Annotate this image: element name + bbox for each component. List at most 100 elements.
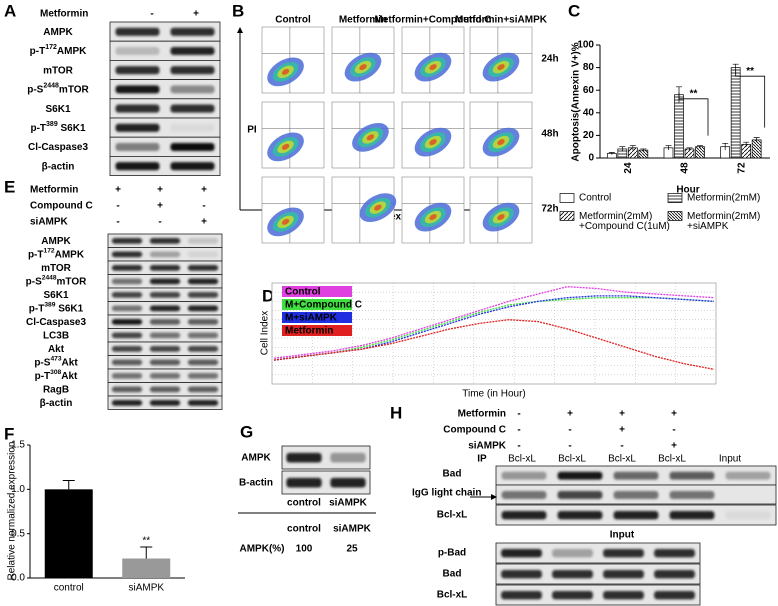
significance-bracket	[678, 92, 709, 136]
band	[149, 292, 181, 298]
column-title: Metformin	[339, 15, 387, 26]
label-part: p-S	[27, 84, 43, 95]
band	[669, 471, 715, 480]
bar	[122, 558, 171, 578]
band	[330, 477, 366, 488]
band	[115, 123, 160, 132]
axis-title: Hour	[676, 185, 699, 196]
blot-label: p-T172AMPK	[30, 44, 87, 57]
label-part: S6K1	[55, 303, 83, 314]
band	[111, 359, 143, 366]
treatment-sign: -	[517, 425, 520, 436]
event-density	[359, 64, 367, 71]
label-part: AMPK	[41, 236, 71, 247]
y-tick-label: 40	[583, 107, 595, 118]
label-part: Akt	[62, 357, 79, 368]
legend-swatch	[282, 299, 352, 310]
legend-label: Metformin(2mM) +siAMPK	[687, 211, 760, 232]
blot-label: Bad	[443, 469, 462, 480]
treatment-sign: -	[116, 201, 119, 212]
legend-swatch	[667, 193, 683, 203]
error-bar	[62, 479, 75, 490]
band	[669, 491, 715, 499]
error-bar	[665, 145, 672, 151]
label-part: p-T	[29, 303, 45, 314]
event-density	[374, 204, 382, 211]
blot-label: p-S2448mTOR	[27, 82, 89, 95]
label-superscript: 389	[44, 301, 55, 308]
label-part: Cl-Caspase3	[26, 317, 86, 328]
legend-label: Control	[285, 287, 321, 298]
treatment-sign: +	[201, 217, 207, 228]
label-part: mTOR	[57, 276, 88, 287]
blot-label: Cl-Caspase3	[26, 317, 86, 328]
band	[187, 332, 219, 339]
treatment-sign: +	[201, 185, 207, 196]
band	[149, 238, 181, 244]
lane-label: siAMPK	[329, 498, 368, 509]
label-part: Akt	[48, 344, 65, 355]
band	[654, 591, 695, 600]
legend-swatch	[282, 325, 352, 336]
band	[557, 511, 603, 520]
treatment-label: Metformin	[40, 9, 88, 20]
label-part: AMPK	[43, 27, 73, 38]
event-density	[429, 64, 437, 71]
legend-line: Metformin(2mM)	[579, 211, 652, 222]
blot-label: Cl-Caspase3	[28, 142, 88, 153]
band	[115, 27, 160, 36]
label-superscript: 389	[46, 121, 58, 128]
label-part: p-T	[28, 249, 44, 260]
band	[552, 591, 593, 600]
y-tick-label: 1.5	[11, 440, 25, 451]
lane-label: Bcl-xL	[558, 454, 586, 465]
label-part: LC3B	[43, 330, 69, 341]
error-bar	[619, 146, 626, 152]
band	[115, 85, 160, 94]
band	[501, 511, 547, 520]
legend-swatch	[559, 193, 575, 203]
band	[149, 305, 181, 312]
label-part: mTOR	[41, 263, 72, 274]
band	[187, 319, 219, 325]
band	[149, 373, 181, 379]
treatment-sign: -	[568, 441, 571, 452]
table-header: control	[287, 524, 321, 535]
band	[613, 511, 659, 520]
event-density	[281, 143, 290, 150]
bar	[684, 148, 695, 159]
legend-label: Metformin	[285, 326, 333, 337]
blot-label: p-T389 S6K1	[30, 121, 85, 134]
blot-label: p-Bad	[438, 548, 466, 559]
band	[170, 142, 215, 152]
blot-label: β-actin	[42, 161, 75, 172]
band	[187, 400, 219, 406]
event-density	[497, 139, 505, 146]
treatment-sign: -	[116, 217, 119, 228]
label-superscript: 308	[50, 369, 61, 376]
panel-label: E	[4, 177, 15, 196]
blot	[281, 470, 371, 495]
panel-label: H	[390, 403, 402, 422]
legend-line: +Compound C(1uM)	[579, 221, 670, 232]
bar	[638, 149, 649, 159]
band	[187, 386, 219, 393]
band	[187, 278, 219, 285]
blot-label: mTOR	[41, 263, 72, 274]
x-tick-label: control	[54, 583, 84, 594]
significance-mark: **	[746, 66, 754, 77]
axis-label: Annexin V	[371, 212, 420, 223]
blot	[281, 445, 371, 470]
legend-swatch	[282, 286, 352, 297]
table-header: siAMPK	[333, 524, 372, 535]
treatment-sign: -	[158, 217, 161, 228]
event-density	[497, 214, 505, 221]
table-cell: 25	[346, 544, 358, 555]
panel-label: D	[262, 286, 274, 305]
band	[501, 570, 542, 579]
section-label: Input	[610, 530, 635, 541]
y-tick-label: 0.5	[11, 528, 25, 539]
band	[170, 162, 215, 171]
treatment-sign: +	[619, 409, 625, 420]
treatment-sign: +	[157, 185, 163, 196]
